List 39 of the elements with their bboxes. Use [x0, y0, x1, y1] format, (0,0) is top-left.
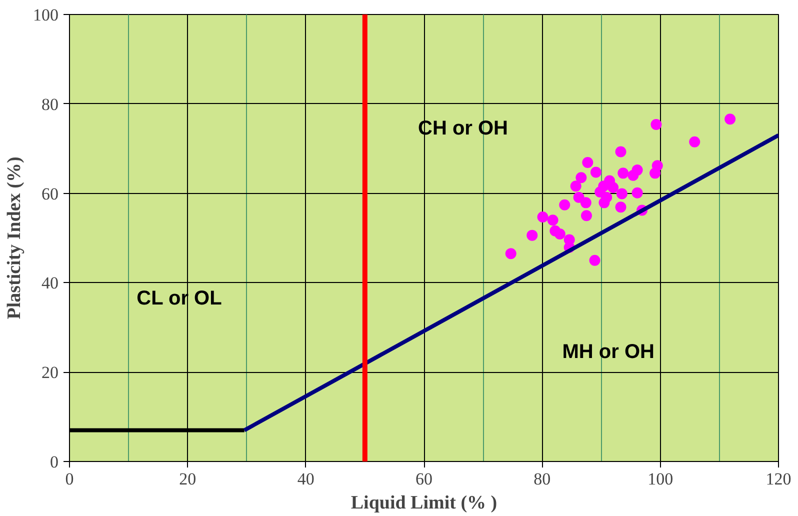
- point: [570, 180, 582, 192]
- point: [537, 212, 548, 222]
- y-tick-label: 20: [42, 363, 58, 382]
- point: [632, 187, 643, 198]
- x-tick-label: 120: [766, 470, 792, 488]
- x-tick-label: 40: [297, 470, 314, 488]
- x-axis-title: Liquid Limit (% ): [350, 492, 498, 514]
- point: [576, 172, 587, 184]
- point: [616, 188, 628, 200]
- point: [526, 230, 538, 241]
- point: [590, 166, 602, 178]
- point: [615, 202, 626, 213]
- point: [689, 136, 700, 148]
- point: [582, 156, 594, 168]
- point: [598, 197, 610, 208]
- point: [632, 164, 643, 176]
- point: [580, 210, 592, 222]
- point: [505, 248, 516, 260]
- x-tick-label: 0: [65, 470, 74, 488]
- y-tick-label: 100: [33, 6, 58, 24]
- point: [615, 146, 626, 158]
- point: [724, 114, 736, 125]
- point: [618, 168, 629, 179]
- y-axis-title: Plasticity Index (%): [4, 156, 25, 320]
- point: [554, 228, 566, 240]
- point: [580, 197, 592, 208]
- x-tick-label: 60: [416, 470, 432, 488]
- point: [547, 214, 558, 226]
- point: [559, 199, 570, 210]
- x-tick-label: 20: [179, 470, 196, 488]
- y-tick-label: 80: [42, 94, 58, 114]
- x-tick-label: 80: [534, 470, 551, 488]
- y-tick-label: 40: [42, 274, 58, 293]
- x-tick-label: 100: [648, 470, 674, 488]
- point: [650, 118, 662, 130]
- y-tick-label: 0: [50, 452, 58, 472]
- point: [652, 160, 663, 172]
- point: [589, 254, 600, 266]
- y-tick-label: 60: [42, 184, 58, 204]
